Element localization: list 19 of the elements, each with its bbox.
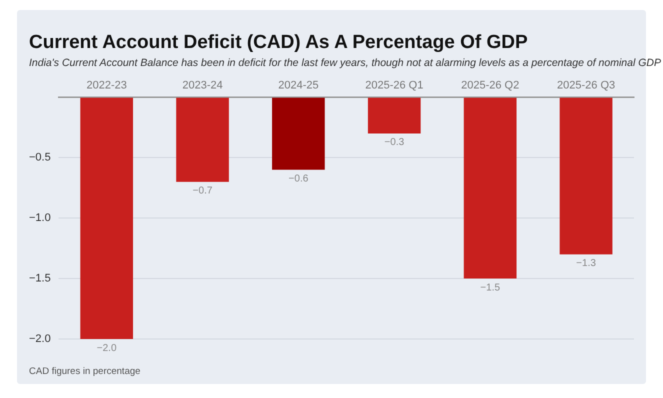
x-tick-label: 2024-25 [278, 80, 319, 92]
y-tick-label: −0.5 [28, 152, 51, 164]
text: CAD figures in percentage [29, 366, 140, 377]
chart-subtitle: India's Current Account Balance has been in deficit for the last few years, though not at alarming levels as a percentage of nominal GDP [29, 57, 661, 69]
data-label: −0.6 [288, 173, 309, 184]
chart-title: Current Account Deficit (CAD) As A Percentage Of GDP [29, 32, 528, 54]
data-label: −2.0 [96, 342, 117, 354]
y-tick-label: −1.5 [28, 272, 51, 285]
data-label: −0.7 [192, 186, 213, 197]
data-label: −1.5 [480, 282, 500, 294]
data-label: −0.3 [384, 137, 405, 148]
x-tick-label: 2025-26 Q2 [461, 80, 520, 92]
x-tick-label: 2022-23 [86, 80, 127, 92]
data-label: −1.3 [576, 258, 596, 270]
y-tick-label: −2.0 [28, 333, 51, 346]
x-tick-label: 2023-24 [182, 80, 223, 92]
x-tick-label: 2025-26 Q3 [557, 80, 616, 92]
x-tick-label: 2025-26 Q1 [365, 80, 424, 92]
y-tick-label: −1.0 [28, 212, 51, 224]
